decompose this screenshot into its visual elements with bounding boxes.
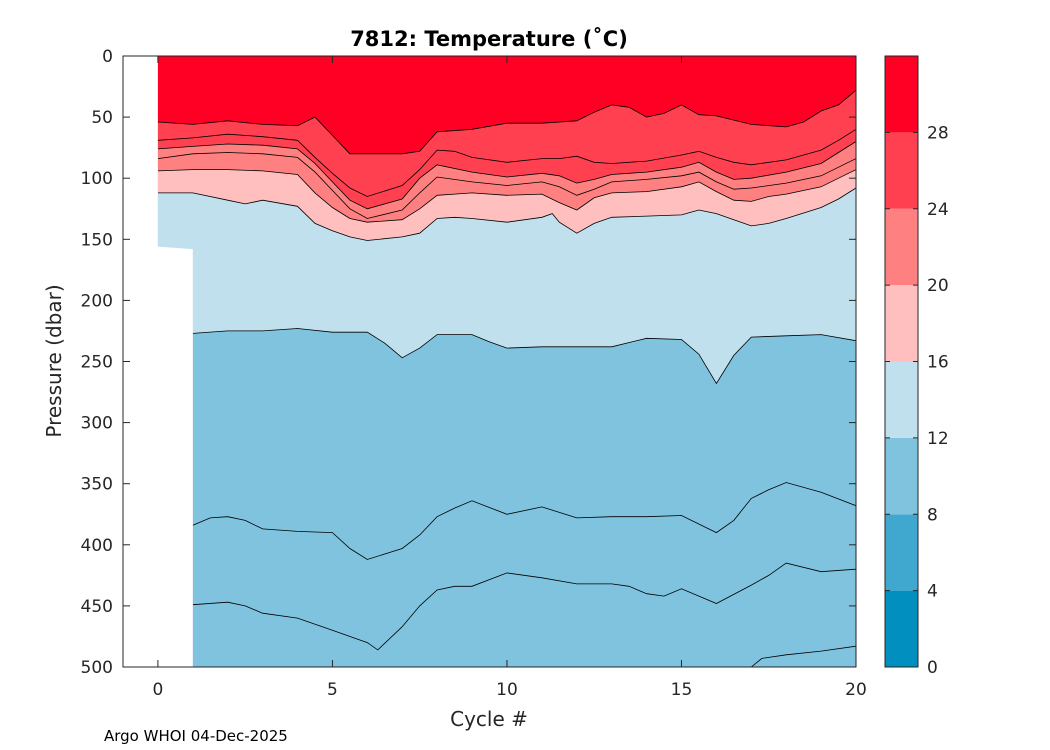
y-tick-label: 250 [81,353,113,373]
isotherm-line [157,152,856,219]
colorbar-frame [884,55,919,668]
isotherm-line [192,482,856,560]
colorbar-tick-label: 12 [927,429,949,449]
footer-credit: Argo WHOI 04-Dec-2025 [104,727,288,745]
plot-area [123,56,856,667]
chart-title: 7812: Temperature (˚C) [350,27,628,51]
y-axis-label: Pressure (dbar) [42,284,66,437]
colorbar-swatch [885,208,918,286]
y-tick-label: 50 [91,108,113,128]
y-tick-label: 450 [81,597,113,617]
isotherm-line [157,187,856,241]
colorbar-ticks: 0 4 8 12 16 20 24 28 [885,123,949,678]
colorbar-swatch [885,132,918,209]
temperature-band [192,563,856,667]
isotherm-line [157,128,856,197]
y-tick-label: 400 [81,536,113,556]
y-tick-label: 150 [81,230,113,250]
colorbar [885,56,918,667]
x-tick-label: 15 [671,680,693,700]
y-tick-label: 200 [81,291,113,311]
x-tick-label: 0 [152,680,163,700]
colorbar-tick-label: 8 [927,505,938,525]
colorbar-swatch [885,361,918,438]
isotherm-line [157,169,856,223]
colorbar-swatch [885,590,918,667]
colorbar-tick-label: 28 [927,123,949,143]
colorbar-tick-label: 16 [927,353,949,373]
x-axis-label: Cycle # [450,707,528,731]
colorbar-swatch [885,437,918,515]
colorbar-tick-label: 20 [927,276,949,296]
isotherm-line [192,562,856,651]
temperature-band [192,646,856,667]
temperature-bands [123,56,856,667]
colorbar-tick-label: 4 [927,582,938,602]
isotherm-line [192,328,856,385]
y-tick-label: 0 [102,47,113,67]
isotherm-line [192,645,856,667]
missing-data-region [123,56,193,667]
x-axis-ticks: 0 5 10 15 20 [152,56,867,700]
x-tick-label: 10 [496,680,518,700]
y-tick-label: 350 [81,475,113,495]
y-tick-label: 300 [81,414,113,434]
y-tick-label: 100 [81,169,113,189]
colorbar-swatch [885,56,918,133]
colorbar-swatch [885,514,918,591]
isotherm-lines [157,89,856,667]
isotherm-line [157,89,856,155]
y-tick-label: 500 [81,658,113,678]
x-tick-label: 5 [327,680,338,700]
colorbar-tick-label: 24 [927,200,949,220]
isotherm-line [157,141,856,210]
colorbar-tick-label: 0 [927,658,938,678]
x-tick-label: 20 [845,680,867,700]
colorbar-swatch [885,285,918,362]
y-axis-ticks: 0 50 100 150 200 250 300 350 400 450 500 [81,47,856,678]
